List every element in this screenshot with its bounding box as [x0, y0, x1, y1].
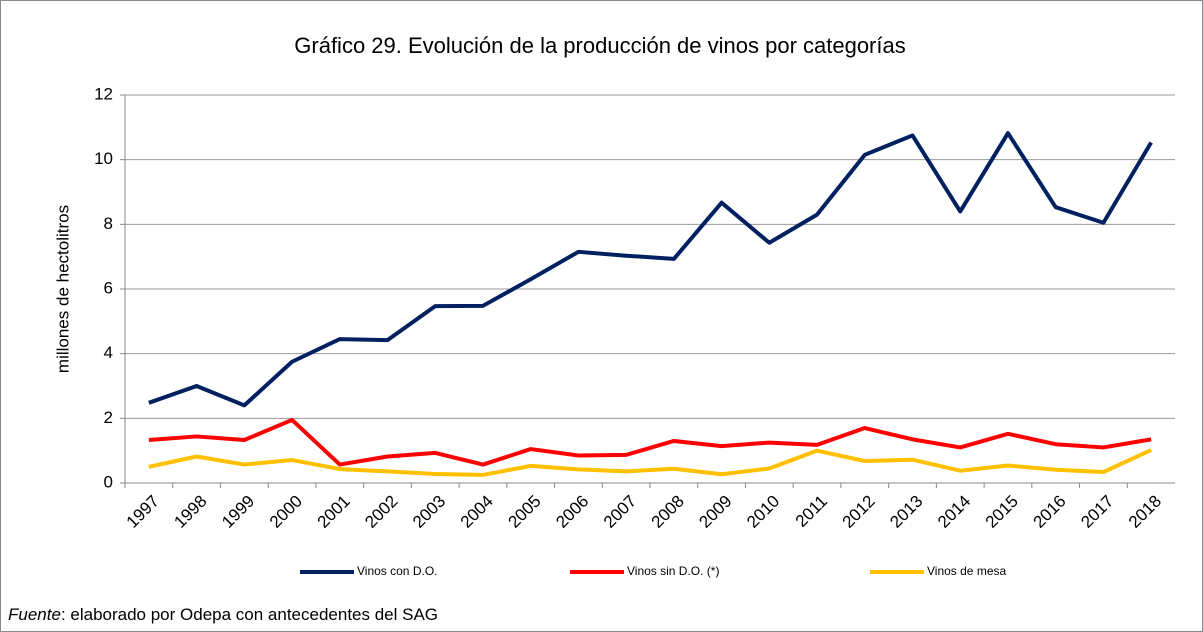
y-tick-label: 4	[104, 343, 113, 362]
legend-label: Vinos sin D.O. (*)	[627, 564, 719, 578]
chart-title: Gráfico 29. Evolución de la producción d…	[294, 33, 905, 58]
y-tick-label: 6	[104, 278, 113, 297]
y-tick-label: 2	[104, 408, 113, 427]
y-axis-title: millones de hectolitros	[53, 205, 72, 373]
y-tick-label: 12	[94, 84, 113, 103]
y-tick-label: 8	[104, 214, 113, 233]
y-tick-label: 0	[104, 472, 113, 491]
y-tick-label: 10	[94, 149, 113, 168]
series-line	[148, 417, 1152, 467]
source-text: : elaborado por Odepa con antecedentes d…	[61, 605, 438, 624]
source-note: Fuente: elaborado por Odepa con antecede…	[8, 605, 438, 624]
series-line	[148, 131, 1153, 408]
legend-label: Vinos de mesa	[927, 564, 1006, 578]
series-line	[148, 448, 1152, 477]
legend-label: Vinos con D.O.	[357, 564, 437, 578]
source-label: Fuente	[8, 605, 61, 624]
